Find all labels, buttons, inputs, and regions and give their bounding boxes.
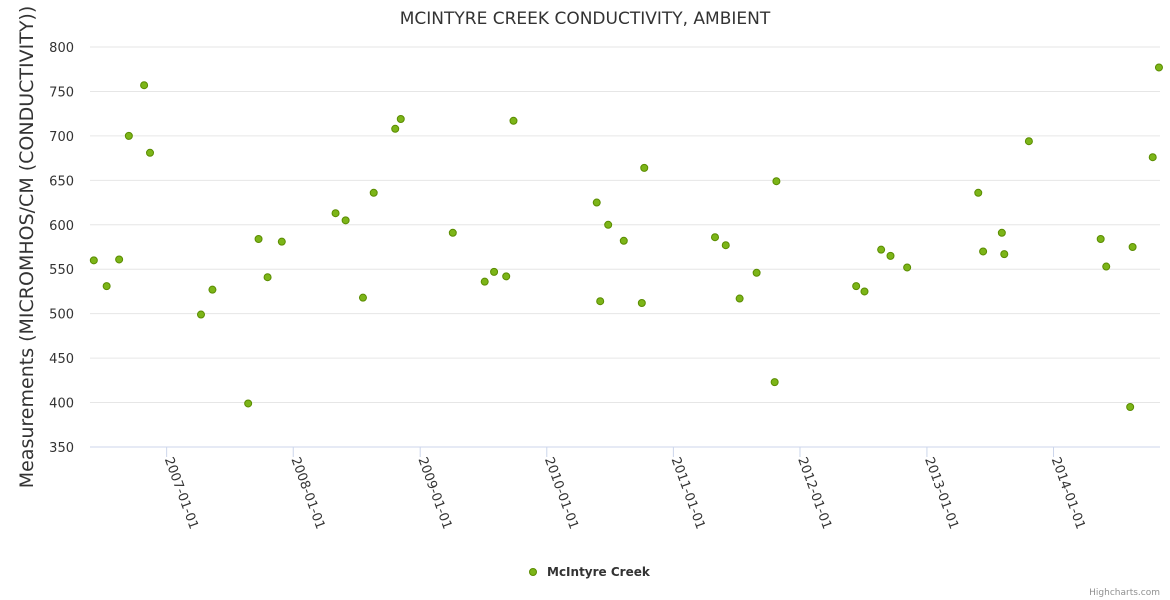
data-point[interactable] xyxy=(592,198,601,207)
data-point[interactable] xyxy=(263,273,272,282)
data-point[interactable] xyxy=(772,177,781,186)
data-point[interactable] xyxy=(391,124,400,133)
data-point[interactable] xyxy=(140,81,149,90)
y-axis-label: Measurements (MICROMHOS/CM (CONDUCTIVITY… xyxy=(16,6,38,489)
data-point[interactable] xyxy=(735,294,744,303)
legend-marker xyxy=(529,568,537,576)
data-point[interactable] xyxy=(277,237,286,246)
data-point[interactable] xyxy=(604,220,613,229)
data-point[interactable] xyxy=(1024,137,1033,146)
chart-title: MCINTYRE CREEK CONDUCTIVITY, AMBIENT xyxy=(400,9,771,29)
data-point[interactable] xyxy=(997,228,1006,237)
data-point[interactable] xyxy=(358,293,367,302)
data-point[interactable] xyxy=(721,241,730,250)
y-tick-label: 450 xyxy=(49,352,74,367)
data-point[interactable] xyxy=(208,285,217,294)
data-point[interactable] xyxy=(711,233,720,242)
data-point[interactable] xyxy=(886,251,895,260)
data-point[interactable] xyxy=(146,148,155,157)
data-point[interactable] xyxy=(596,297,605,306)
legend[interactable]: McIntyre Creek xyxy=(529,565,651,579)
data-point[interactable] xyxy=(341,216,350,225)
data-point[interactable] xyxy=(102,282,111,291)
data-point[interactable] xyxy=(196,310,205,319)
data-point[interactable] xyxy=(244,399,253,408)
data-point[interactable] xyxy=(637,299,646,307)
data-point[interactable] xyxy=(852,282,861,291)
data-point[interactable] xyxy=(877,245,886,254)
data-point[interactable] xyxy=(903,263,912,272)
data-point[interactable] xyxy=(490,267,499,276)
y-tick-label: 750 xyxy=(49,85,74,100)
y-tick-label: 500 xyxy=(49,308,74,323)
data-point[interactable] xyxy=(1154,63,1163,72)
data-point[interactable] xyxy=(480,277,489,286)
data-point[interactable] xyxy=(1102,262,1111,271)
legend-item-label[interactable]: McIntyre Creek xyxy=(547,565,651,579)
data-point[interactable] xyxy=(1000,250,1009,259)
y-tick-label: 400 xyxy=(49,397,74,412)
data-point[interactable] xyxy=(369,188,378,197)
credits-link[interactable]: Highcharts.com xyxy=(1089,588,1160,598)
data-point[interactable] xyxy=(1096,235,1105,243)
y-tick-label: 800 xyxy=(49,41,74,56)
data-point[interactable] xyxy=(860,287,869,296)
data-point[interactable] xyxy=(1128,243,1137,251)
series-points xyxy=(89,63,1163,411)
data-point[interactable] xyxy=(770,378,779,387)
y-tick-label: 600 xyxy=(49,219,74,234)
data-point[interactable] xyxy=(752,268,761,277)
y-tick-labels: 350 400 450 500 550 600 650 700 750 800 xyxy=(49,41,74,456)
data-point[interactable] xyxy=(619,236,628,245)
y-tick-label: 350 xyxy=(49,441,74,456)
data-point[interactable] xyxy=(974,188,983,197)
data-point[interactable] xyxy=(331,209,340,218)
data-point[interactable] xyxy=(509,116,518,125)
y-tick-label: 550 xyxy=(49,263,74,278)
data-point[interactable] xyxy=(396,115,405,123)
data-point[interactable] xyxy=(979,247,988,256)
y-gridlines xyxy=(90,46,1160,404)
data-point[interactable] xyxy=(448,228,457,237)
data-point[interactable] xyxy=(115,255,124,264)
data-point[interactable] xyxy=(640,163,649,172)
data-point[interactable] xyxy=(254,235,263,243)
data-point[interactable] xyxy=(124,131,133,140)
data-point[interactable] xyxy=(502,272,511,281)
y-tick-label: 700 xyxy=(49,130,74,145)
y-tick-label: 650 xyxy=(49,174,74,189)
data-point[interactable] xyxy=(1126,403,1135,411)
data-point[interactable] xyxy=(1148,153,1157,162)
data-point[interactable] xyxy=(89,256,98,265)
